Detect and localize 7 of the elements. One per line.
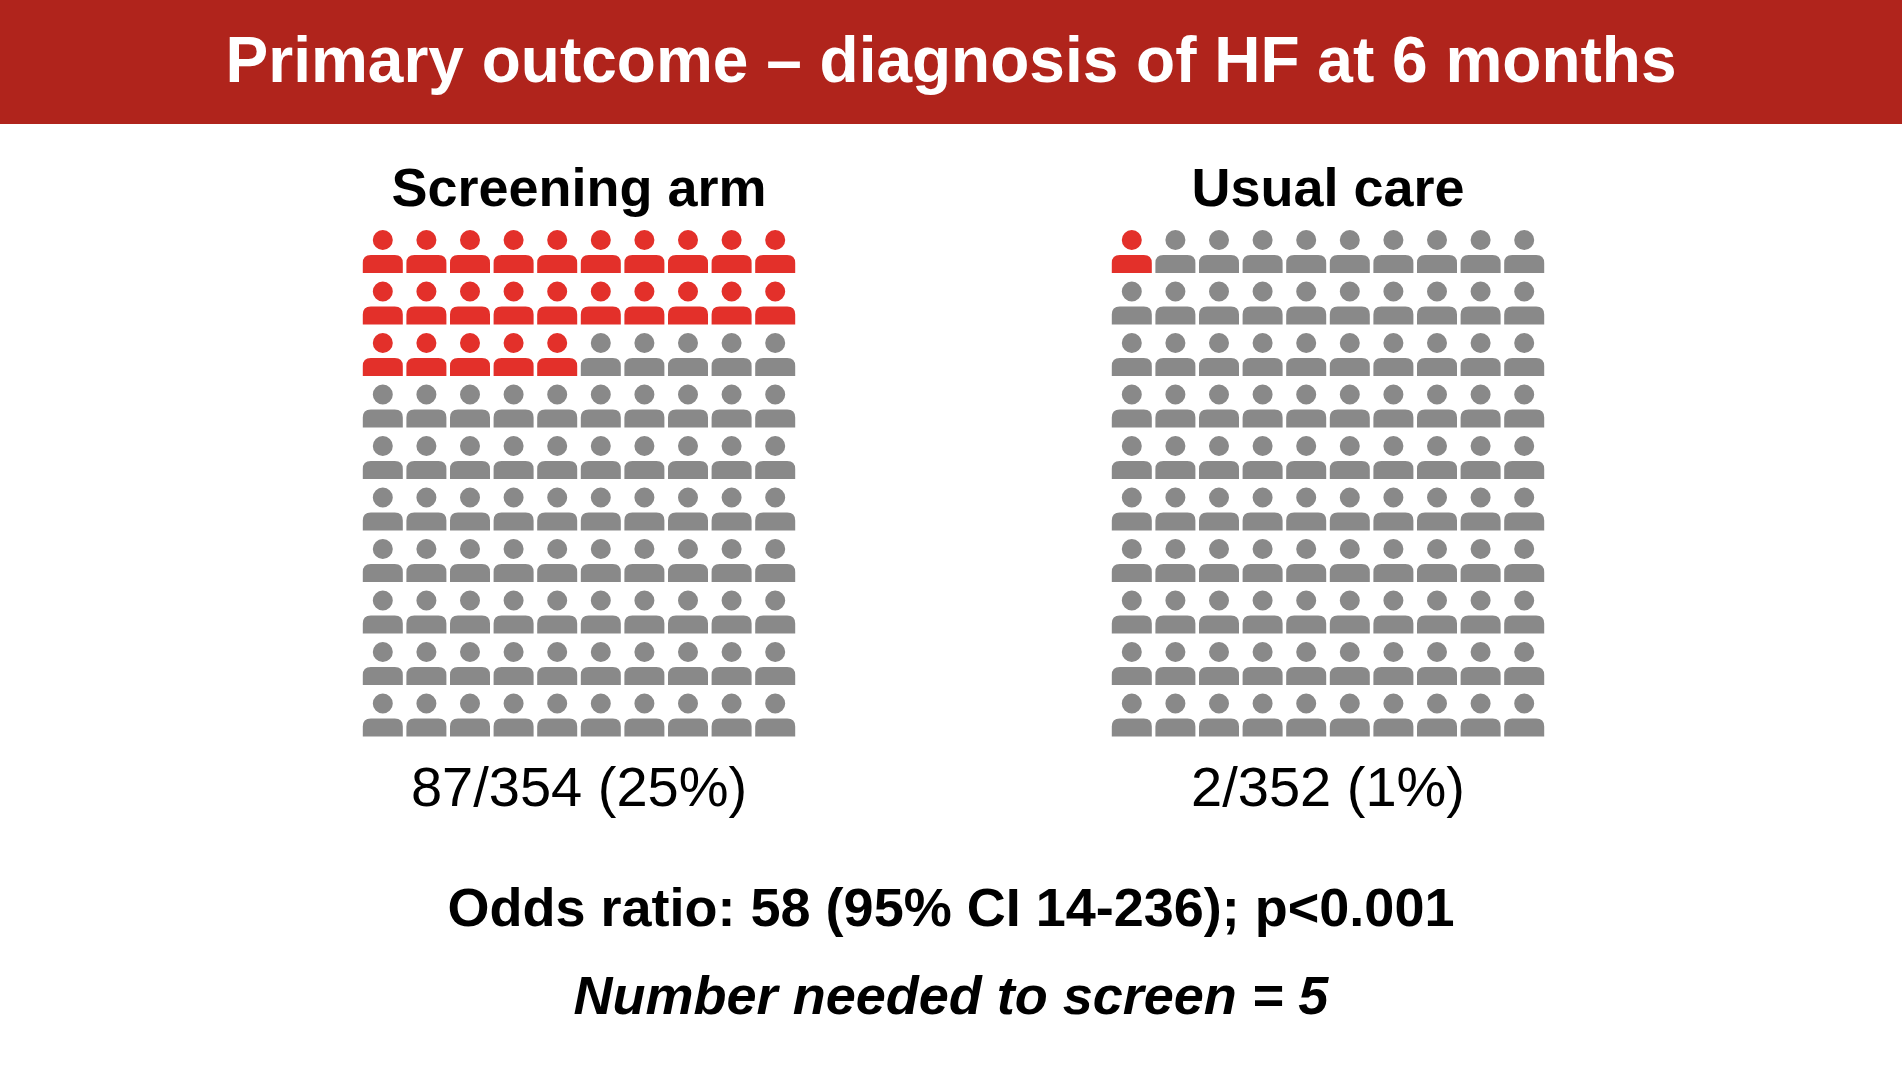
text: Usual care [1191, 157, 1465, 217]
text: Screening arm [391, 157, 767, 217]
data-label: 2/352 (1%) [1191, 755, 1465, 818]
text: Primary outcome – diagnosis of HF at 6 months [225, 24, 1677, 96]
data-label: 87/354 (25%) [410, 755, 748, 818]
text: Odds ratio: 58 (95% CI 14-236); p<0.001 [447, 877, 1455, 937]
text: Number needed to screen = 5 [573, 965, 1330, 1025]
